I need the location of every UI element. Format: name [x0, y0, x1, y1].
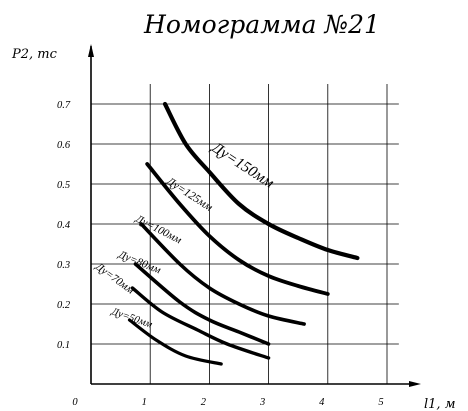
series-label: Ду=80мм [116, 248, 163, 276]
curves [127, 101, 360, 366]
series-curve [127, 318, 223, 366]
tick-labels: 1 2 3 4 5 0.1 0.2 0.3 0.4 0.5 0.6 0.7 [57, 100, 384, 408]
series-curve [130, 286, 271, 360]
series-curve [133, 262, 271, 346]
series-labels: Ду=150ммДу=125ммДу=100ммДу=80ммДу=70ммДу… [92, 138, 277, 331]
y-tick-label: 0.3 [57, 260, 70, 271]
chart-title: Номограмма №21 [143, 10, 380, 39]
x-axis-label: l1, м [424, 397, 455, 411]
series-curve [162, 101, 360, 261]
y-tick-label: 0.5 [57, 180, 70, 191]
series-curve [139, 222, 306, 326]
y-tick-label: 0.1 [57, 340, 70, 351]
series-label: Ду=50мм [109, 306, 154, 331]
y-tick-label: 0.4 [57, 220, 71, 231]
x-tick-label: 4 [319, 397, 325, 408]
axes [88, 44, 421, 387]
series-curve [145, 162, 330, 296]
y-axis-arrow [88, 44, 94, 57]
y-tick-label: 0.2 [57, 300, 71, 311]
series-label: Ду=70мм [92, 260, 136, 296]
x-axis-arrow [409, 381, 421, 387]
y-tick-label: 0.7 [57, 100, 71, 111]
y-axis-label: P2, тс [11, 47, 58, 62]
y-tick-label: 0.6 [57, 140, 71, 151]
x-tick-label: 2 [201, 397, 207, 408]
origin-label: 0 [72, 397, 78, 408]
x-tick-label: 5 [378, 397, 383, 408]
x-tick-label: 3 [259, 397, 265, 408]
grid [91, 84, 399, 384]
x-tick-label: 1 [142, 397, 147, 408]
